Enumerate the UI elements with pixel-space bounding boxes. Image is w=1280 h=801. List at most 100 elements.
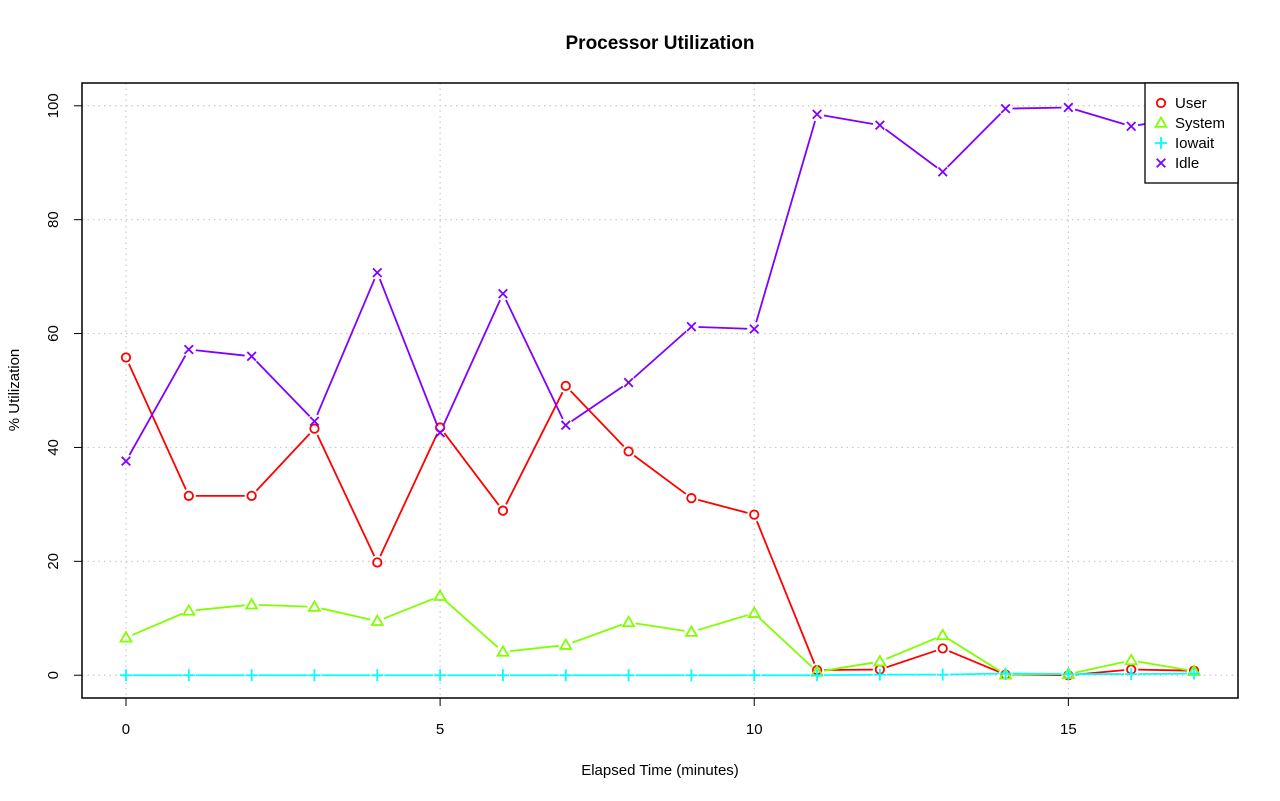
series-user-segment [633,454,687,495]
series-system-point [307,599,322,612]
series-system-point [747,605,762,618]
series-user-point [623,446,634,457]
series-idle-segment [755,120,816,323]
series-user-point [686,493,697,504]
y-tick-label: 40 [45,439,62,456]
series-system-point [935,628,950,641]
series-idle-point [623,377,634,388]
series-user-point [372,557,383,568]
series-user-segment [128,363,187,490]
series-user-segment [443,432,500,506]
series-idle-segment [316,278,376,416]
series-system-point [495,644,510,657]
series-idle-point [1126,121,1137,132]
series-user-segment [697,499,748,514]
series-idle-point [309,416,320,427]
series-idle-segment [379,278,439,427]
series-idle-segment [698,326,748,330]
series-idle-segment [633,330,687,379]
series-iowait-point [182,669,195,682]
series-iowait-point [371,669,384,682]
series-idle-segment [947,112,1002,168]
series-system-segment [509,644,559,653]
series-system-segment [1137,660,1188,671]
series-idle-point [937,166,948,177]
series-idle-segment [255,360,311,417]
series-system-segment [444,600,499,648]
x-tick-label: 10 [746,721,763,738]
series-system-point [1124,653,1139,666]
series-iowait-point [685,669,698,682]
y-tick-label: 100 [45,93,62,118]
series-system-segment [697,614,748,631]
series-user-point [183,490,194,501]
chart-title: Processor Utilization [566,33,755,54]
series-system-point [433,588,448,601]
series-system-segment [635,622,685,632]
series-system-point [118,630,134,643]
series-iowait-point [559,669,572,682]
series-system-segment [258,603,308,608]
series-system-segment [823,661,874,672]
series-idle-point [372,267,383,278]
series-user-segment [379,433,438,557]
series-system-segment [321,607,371,621]
y-tick-label: 20 [45,553,62,570]
series-idle-point [183,344,194,355]
series-user-segment [756,520,816,664]
legend-idle-symbol [1156,158,1166,168]
series-idle-point [560,420,571,431]
legend-idle-label: Idle [1175,155,1199,172]
series-idle-point [1000,103,1011,114]
series-user-point [120,352,132,363]
series-user [120,352,1200,681]
series-iowait-segment [949,672,999,676]
series-system-segment [758,617,813,668]
series-idle-segment [884,128,938,169]
series-iowait-point [308,669,321,682]
series-system-point [181,603,196,616]
series-idle-point [686,321,697,332]
series-system-point [621,615,636,628]
x-tick-label: 15 [1060,721,1077,738]
y-tick-label: 80 [45,211,62,228]
y-axis-label: % Utilization [6,349,23,432]
series-system-point [872,654,887,667]
series-user-segment [505,391,564,505]
series-user-segment [316,434,376,557]
y-tick-label: 0 [45,671,62,679]
series-system-segment [383,597,434,620]
series-user-point [246,490,257,501]
x-tick-label: 5 [436,721,444,738]
series-system-segment [948,638,1001,672]
series-iowait-point [434,669,447,682]
series-idle-segment [195,349,245,357]
series-user-point [309,423,320,434]
series-user-point [937,643,948,654]
series-system-segment [132,612,183,636]
y-tick-label: 60 [45,325,62,342]
series-idle-point [874,120,885,131]
series-layer [118,102,1202,682]
x-axis: 0 5 10 15 [122,697,1077,738]
series-iowait-point [496,669,509,682]
legend-user-label: User [1175,95,1207,112]
x-axis-label: Elapsed Time (minutes) [581,762,739,779]
legend-system-label: System [1175,115,1225,132]
series-iowait-point [1125,668,1138,681]
series-idle-segment [1074,108,1125,126]
series-idle-point [812,109,823,120]
series-idle-point [497,288,508,299]
series-idle-point [246,351,257,362]
legend: User System Iowait Idle [1144,82,1239,184]
series-idle [121,102,1199,467]
series-system-point [244,597,259,610]
series-user-segment [948,650,1000,673]
series-idle-segment [1012,106,1062,110]
series-user-segment [1138,668,1188,672]
series-system-point [684,624,699,637]
series-iowait-point [1188,667,1201,680]
series-idle-segment [823,114,874,125]
series-iowait-point [622,669,635,682]
